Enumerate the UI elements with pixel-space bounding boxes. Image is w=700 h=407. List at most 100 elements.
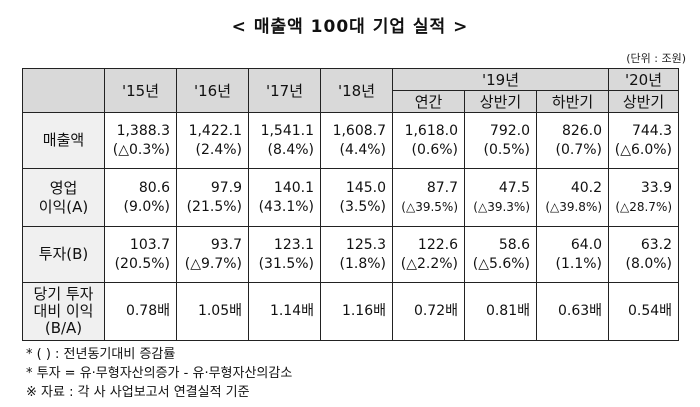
value: 123.1 (273, 236, 314, 253)
unit-label: (단위 : 조원) (626, 52, 686, 65)
header-2019: '19년 (391, 68, 610, 91)
change: (0.5%) (483, 141, 531, 158)
row-operating-income: 영업 이익(A) 80.6 (9.0%) 97.9 (21.5%) 140.1 (43.… (22, 168, 680, 227)
header-2019-h1: 상반기 (464, 90, 537, 113)
header-2017: '17년 (248, 68, 321, 113)
ratio-cell-2018: 1.16배 (320, 282, 393, 341)
inv-cell-2018: 125.3 (1.8%) (320, 226, 393, 283)
op-cell-2019-h2: 40.2 (△39.8%) (535, 168, 610, 227)
ratio-cell-2020-h1: 0.54배 (608, 282, 680, 341)
sales-cell-2015: 1,388.3 (△0.3%) (104, 112, 177, 169)
ratio-cell-2019-h1: 0.81배 (464, 282, 537, 341)
change: (1.8%) (339, 255, 387, 272)
footnote-source: ※ 자료 : 각 사 사업보고서 연결실적 기준 (26, 385, 250, 400)
sales-cell-2019-annual: 1,618.0 (0.6%) (392, 112, 465, 169)
row-label-investment: 투자(B) (22, 226, 105, 283)
label-line-2: 대비 이익 (33, 302, 94, 320)
change: (20.5%) (114, 255, 170, 272)
value: 64.0 (570, 236, 603, 253)
header-corner (22, 68, 105, 113)
ratio-cell-2019-annual: 0.72배 (392, 282, 465, 341)
inv-cell-2019-h1: 58.6 (△5.6%) (464, 226, 537, 283)
change: (△39.5%) (401, 199, 458, 214)
row-label-operating-income: 영업 이익(A) (22, 168, 105, 227)
row-label-sales: 매출액 (22, 112, 105, 169)
header-2015: '15년 (104, 68, 177, 113)
header-2020-h1: 상반기 (608, 90, 680, 113)
header-2016: '16년 (176, 68, 249, 113)
change: (8.0%) (625, 255, 673, 272)
change: (9.0%) (123, 198, 171, 215)
change: (21.5%) (186, 198, 242, 215)
value: 1,422.1 (188, 122, 242, 139)
change: (△0.3%) (112, 141, 170, 158)
change: (31.5%) (258, 255, 314, 272)
ratio-cell-2015: 0.78배 (104, 282, 177, 341)
op-cell-2019-annual: 87.7 (△39.5%) (392, 168, 465, 227)
value: 58.6 (498, 236, 530, 253)
value: 140.1 (273, 179, 314, 196)
value: 93.7 (210, 236, 242, 253)
row-investment: 투자(B) 103.7 (20.5%) 93.7 (△9.7%) 123.1 (31.… (22, 226, 680, 283)
value: 145.0 (345, 179, 386, 196)
value: 1,541.1 (260, 122, 314, 139)
value: 97.9 (210, 179, 242, 196)
label-line-1: 영업 (49, 178, 78, 197)
row-sales: 매출액 1,388.3 (△0.3%) 1,422.1 (2.4%) 1,541.1… (22, 112, 680, 169)
performance-table: '15년 '16년 '17년 '18년 '19년 '20년 연간 상반기 하반기… (22, 68, 680, 341)
change: (2.4%) (195, 141, 243, 158)
value: 47.5 (498, 179, 530, 196)
header-2019-h2: 하반기 (535, 90, 610, 113)
table-title: < 매출액 100대 기업 실적 > (231, 17, 469, 37)
change: (1.1%) (555, 255, 603, 272)
value: 103.7 (129, 236, 170, 253)
header-row-2: 연간 상반기 하반기 상반기 (23, 90, 680, 113)
value: 1,618.0 (404, 122, 458, 139)
label-line-3: (B/A) (44, 319, 83, 337)
value: 80.6 (138, 179, 170, 196)
change: (△39.8%) (545, 199, 603, 214)
change: (△9.7%) (184, 255, 242, 272)
sales-cell-2016: 1,422.1 (2.4%) (176, 112, 249, 169)
change: (0.6%) (411, 141, 459, 158)
change: (0.7%) (555, 141, 603, 158)
value: 1,388.3 (116, 122, 170, 139)
value: 63.2 (640, 236, 673, 253)
ratio-cell-2017: 1.14배 (248, 282, 321, 341)
sales-cell-2020-h1: 744.3 (△6.0%) (608, 112, 680, 169)
sales-cell-2019-h2: 826.0 (0.7%) (535, 112, 610, 169)
row-label-ratio: 당기 투자 대비 이익 (B/A) (22, 282, 105, 341)
change: (△6.0%) (614, 141, 673, 158)
inv-cell-2017: 123.1 (31.5%) (248, 226, 321, 283)
footnote-investment-definition: * 투자 = 유·무형자산의증가 - 유·무형자산의감소 (26, 366, 293, 381)
sales-cell-2018: 1,608.7 (4.4%) (320, 112, 393, 169)
op-cell-2016: 97.9 (21.5%) (176, 168, 249, 227)
change: (△2.2%) (400, 255, 458, 272)
change: (3.5%) (339, 198, 387, 215)
change: (△39.3%) (473, 199, 530, 214)
inv-cell-2019-h2: 64.0 (1.1%) (535, 226, 610, 283)
footnote-change-rate: * ( ) : 전년동기대비 증감률 (26, 347, 176, 362)
inv-cell-2020-h1: 63.2 (8.0%) (608, 226, 680, 283)
change: (43.1%) (258, 198, 314, 215)
value: 744.3 (631, 122, 673, 139)
header-row-1: '15년 '16년 '17년 '18년 '19년 '20년 (22, 68, 680, 113)
inv-cell-2019-annual: 122.6 (△2.2%) (392, 226, 465, 283)
value: 33.9 (640, 179, 673, 196)
sales-cell-2017: 1,541.1 (8.4%) (248, 112, 321, 169)
value: 792.0 (489, 122, 530, 139)
sales-cell-2019-h1: 792.0 (0.5%) (464, 112, 537, 169)
op-cell-2017: 140.1 (43.1%) (248, 168, 321, 227)
row-ratio: 당기 투자 대비 이익 (B/A) 0.78배 1.05배 1.14배 1.16배 … (22, 282, 680, 341)
op-cell-2020-h1: 33.9 (△28.7%) (608, 168, 680, 227)
value: 122.6 (417, 236, 458, 253)
change: (8.4%) (267, 141, 315, 158)
op-cell-2018: 145.0 (3.5%) (320, 168, 393, 227)
value: 87.7 (426, 179, 458, 196)
op-cell-2019-h1: 47.5 (△39.3%) (464, 168, 537, 227)
ratio-cell-2019-h2: 0.63배 (535, 282, 610, 341)
value: 125.3 (345, 236, 386, 253)
header-2019-annual: 연간 (392, 90, 465, 113)
value: 826.0 (561, 122, 603, 139)
change: (4.4%) (339, 141, 387, 158)
